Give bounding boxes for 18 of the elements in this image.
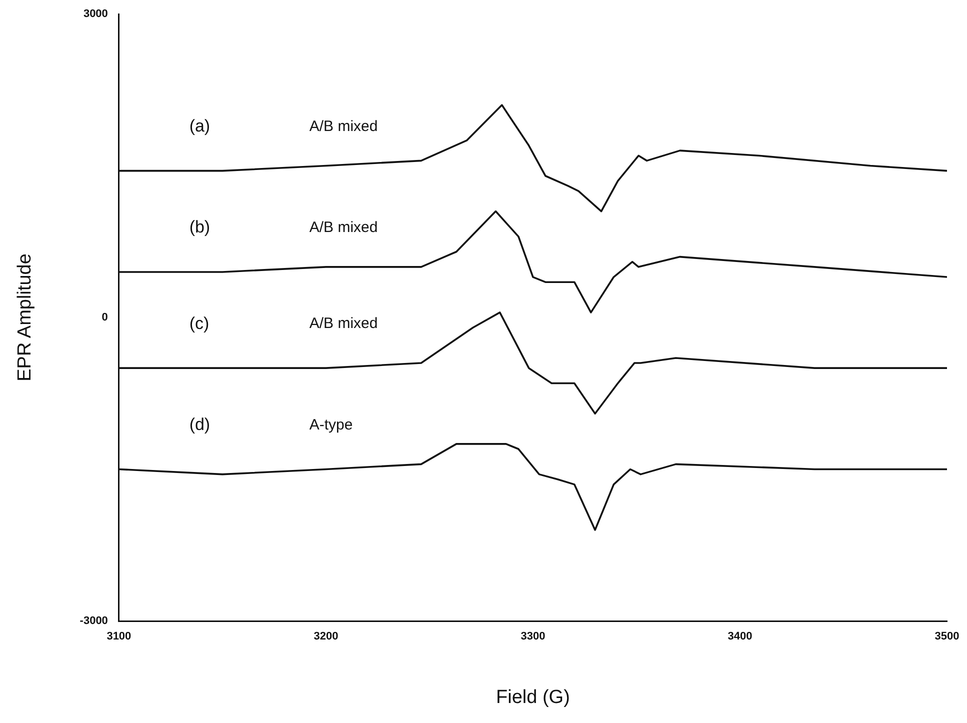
x-axis-title: Field (G) bbox=[496, 686, 570, 708]
y-tick-label: 0 bbox=[102, 312, 108, 324]
annotation: (a) bbox=[189, 116, 210, 136]
x-tick-label: 3500 bbox=[934, 630, 960, 643]
annotation: (b) bbox=[189, 218, 210, 237]
y-axis-title: EPR Amplitude bbox=[14, 254, 36, 382]
annotation: A-type bbox=[309, 416, 353, 434]
annotation: (d) bbox=[189, 414, 210, 434]
annotation: A/B mixed bbox=[309, 118, 378, 135]
annotation: A/B mixed bbox=[309, 315, 378, 332]
x-tick-label: 3400 bbox=[728, 630, 752, 643]
x-tick-label: 3100 bbox=[106, 630, 132, 643]
x-tick-label: 3200 bbox=[314, 630, 338, 643]
y-tick-label: -3000 bbox=[80, 615, 108, 628]
x-tick-label: 3300 bbox=[520, 630, 546, 643]
annotation: (c) bbox=[189, 314, 210, 333]
annotation: A/B mixed bbox=[309, 219, 378, 236]
y-tick-label: 3000 bbox=[83, 8, 108, 20]
